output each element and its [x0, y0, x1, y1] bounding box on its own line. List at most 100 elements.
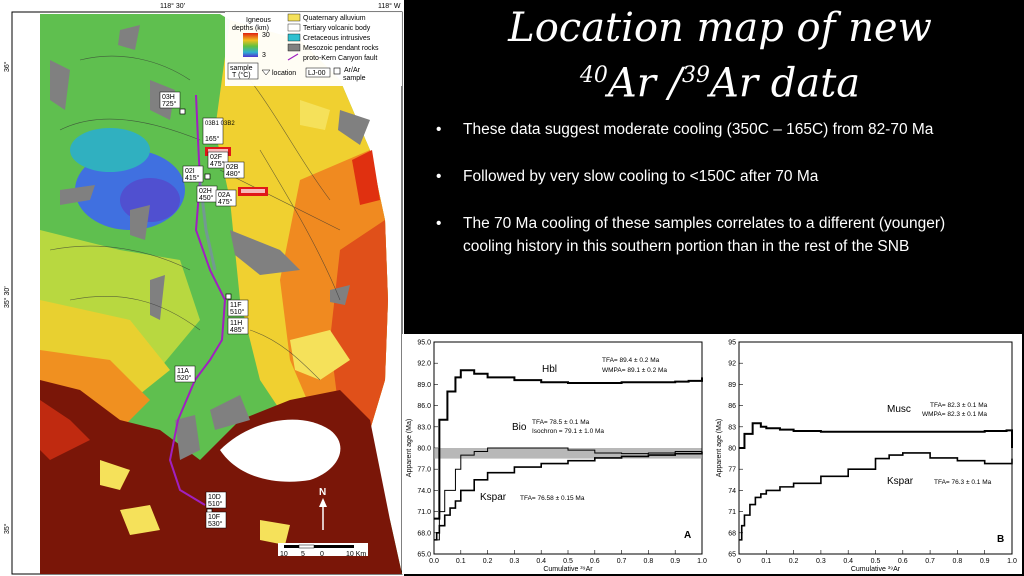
y-tick-label: 92.0 [417, 361, 431, 368]
geologic-map-figure: Igneous depths (km) 30 3 Quaternary allu… [3, 2, 403, 575]
plot-annotation: WMPA= 89.1 ± 0.2 Ma [602, 367, 667, 374]
y-tick-label: 71 [728, 509, 736, 516]
y-tick-label: 68 [728, 530, 736, 537]
legend-depth-unit: depths (km) [232, 25, 269, 32]
plot-annotation: Musc [887, 404, 911, 415]
latitude-label: 35° 30' [3, 286, 11, 308]
scale-bar: 10 5 0 10 Km [278, 543, 368, 558]
x-tick-label: 0.8 [953, 558, 963, 565]
depth-max-label: 30 [262, 32, 270, 39]
bullet-item: Followed by very slow cooling to <150C a… [436, 165, 996, 188]
bullet-list: These data suggest moderate cooling (350… [436, 118, 996, 282]
sample-temp: 450° [199, 194, 214, 202]
y-tick-label: 77.0 [417, 467, 431, 474]
sample-id: 11H [230, 320, 242, 327]
legend-item: Tertiary volcanic body [303, 25, 371, 32]
plot-annotation: TFA= 78.5 ± 0.1 Ma [532, 419, 590, 426]
sample-id: 11F [230, 302, 242, 309]
location-map: Igneous depths (km) 30 3 Quaternary allu… [0, 0, 404, 576]
sample-labels: 03H 725° 03B1 03B2 165° 02F 475° 02B 480… [159, 91, 249, 529]
svg-text:5: 5 [301, 551, 305, 558]
sample-id: 02H [199, 188, 212, 195]
x-tick-label: 0 [737, 558, 741, 565]
plot-annotation: TFA= 76.3 ± 0.1 Ma [934, 479, 992, 486]
sample-id: 10F [208, 514, 220, 521]
y-tick-label: 83.0 [417, 424, 431, 431]
sample-id: 02I [185, 168, 195, 175]
x-tick-label: 0.2 [483, 558, 493, 565]
x-tick-label: 0.4 [843, 558, 853, 565]
x-tick-label: 0.1 [456, 558, 466, 565]
x-tick-label: 0.6 [590, 558, 600, 565]
plot-a-svg: 65.0 68.0 71.0 74.0 77.0 80.0 83.0 86.0 89.0 92.0… [406, 340, 707, 574]
y-tick-label: 95 [728, 340, 736, 347]
y-tick-label: 74.0 [417, 488, 431, 495]
legend-depth-title: Igneous [246, 17, 271, 24]
svg-text:0: 0 [320, 551, 324, 558]
y-tick-label: 89.0 [417, 382, 431, 389]
series-line [434, 451, 703, 541]
sample-temp: 475° [210, 160, 225, 168]
age-spectrum-plot-b: 65 68 71 74 77 80 83 86 89 92 95 0 0.1 0.2 0.3 0.4 0.5 0.… [712, 334, 1022, 574]
y-tick-label: 65.0 [417, 552, 431, 559]
series-line [434, 369, 703, 520]
latitude-label: 36° [3, 61, 11, 72]
title-argon-1: Ar / [607, 60, 683, 107]
y-tick-label: 92 [728, 361, 736, 368]
plot-annotation: A [684, 530, 691, 541]
bullet-item: The 70 Ma cooling of these samples corre… [436, 212, 996, 258]
longitude-label: 118° 30' [160, 2, 185, 10]
north-arrow-icon: N [319, 487, 327, 530]
plot-annotation: Isochron = 79.1 ± 1.0 Ma [532, 428, 604, 435]
sample-temp: 530° [208, 520, 223, 528]
sample-id: 02B [226, 164, 239, 171]
sample-temp: 415° [185, 174, 200, 182]
sample-id: 02F [210, 154, 222, 161]
x-axis-label: Cumulative ³⁹Ar [851, 566, 901, 573]
plot-annotation: WMPA= 82.3 ± 0.1 Ma [922, 411, 987, 418]
x-tick-label: 0.3 [816, 558, 826, 565]
plot-annotation: Hbl [542, 364, 557, 375]
longitude-label: 118° W [378, 2, 401, 10]
legend-arar-sample: sample [343, 75, 366, 82]
legend-temp-label: T (°C) [232, 71, 251, 79]
title-superscript: 39 [682, 63, 711, 88]
sample-temp: 725° [162, 100, 177, 108]
plot-annotation: B [997, 534, 1004, 545]
legend-item: Quaternary alluvium [303, 15, 366, 22]
y-axis-label: Apparent age (Ma) [406, 419, 413, 477]
svg-text:10 Km: 10 Km [346, 551, 366, 558]
y-tick-label: 83 [728, 424, 736, 431]
plot-frame [738, 341, 1013, 555]
y-tick-label: 95.0 [417, 340, 431, 347]
depth-colorbar [243, 33, 258, 57]
plot-annotation: Kspar [887, 476, 914, 487]
svg-text:10: 10 [280, 551, 288, 558]
x-tick-label: 0.9 [670, 558, 680, 565]
location-marker-icon [261, 69, 271, 76]
x-tick-label: 1.0 [1007, 558, 1017, 565]
legend-location-label: location [272, 70, 296, 77]
sample-temp: 480° [226, 170, 241, 178]
y-tick-label: 71.0 [417, 509, 431, 516]
depth-min-label: 3 [262, 52, 266, 59]
x-tick-label: 0.6 [898, 558, 908, 565]
sample-temp: 510° [230, 308, 245, 316]
x-tick-label: 0.1 [761, 558, 771, 565]
north-label: N [319, 487, 326, 498]
y-tick-label: 80.0 [417, 446, 431, 453]
x-tick-label: 0.7 [925, 558, 935, 565]
slide-title: Location map of new 40Ar /39Ar data [440, 4, 1000, 107]
sample-id: 03B1 03B2 [205, 121, 235, 127]
x-tick-label: 0.7 [617, 558, 627, 565]
legend-item: Cretaceous intrusives [303, 35, 371, 42]
legend-sample-id: LJ-00 [308, 70, 326, 77]
x-tick-label: 0.8 [644, 558, 654, 565]
title-line-2: 40Ar /39Ar data [440, 52, 1000, 107]
series-line [739, 422, 1013, 449]
y-tick-label: 68.0 [417, 530, 431, 537]
y-tick-label: 86.0 [417, 403, 431, 410]
map-legend: Igneous depths (km) 30 3 Quaternary allu… [225, 12, 402, 86]
legend-sample-label: sample [230, 65, 253, 72]
legend-item: Mesozoic pendant rocks [303, 45, 379, 52]
